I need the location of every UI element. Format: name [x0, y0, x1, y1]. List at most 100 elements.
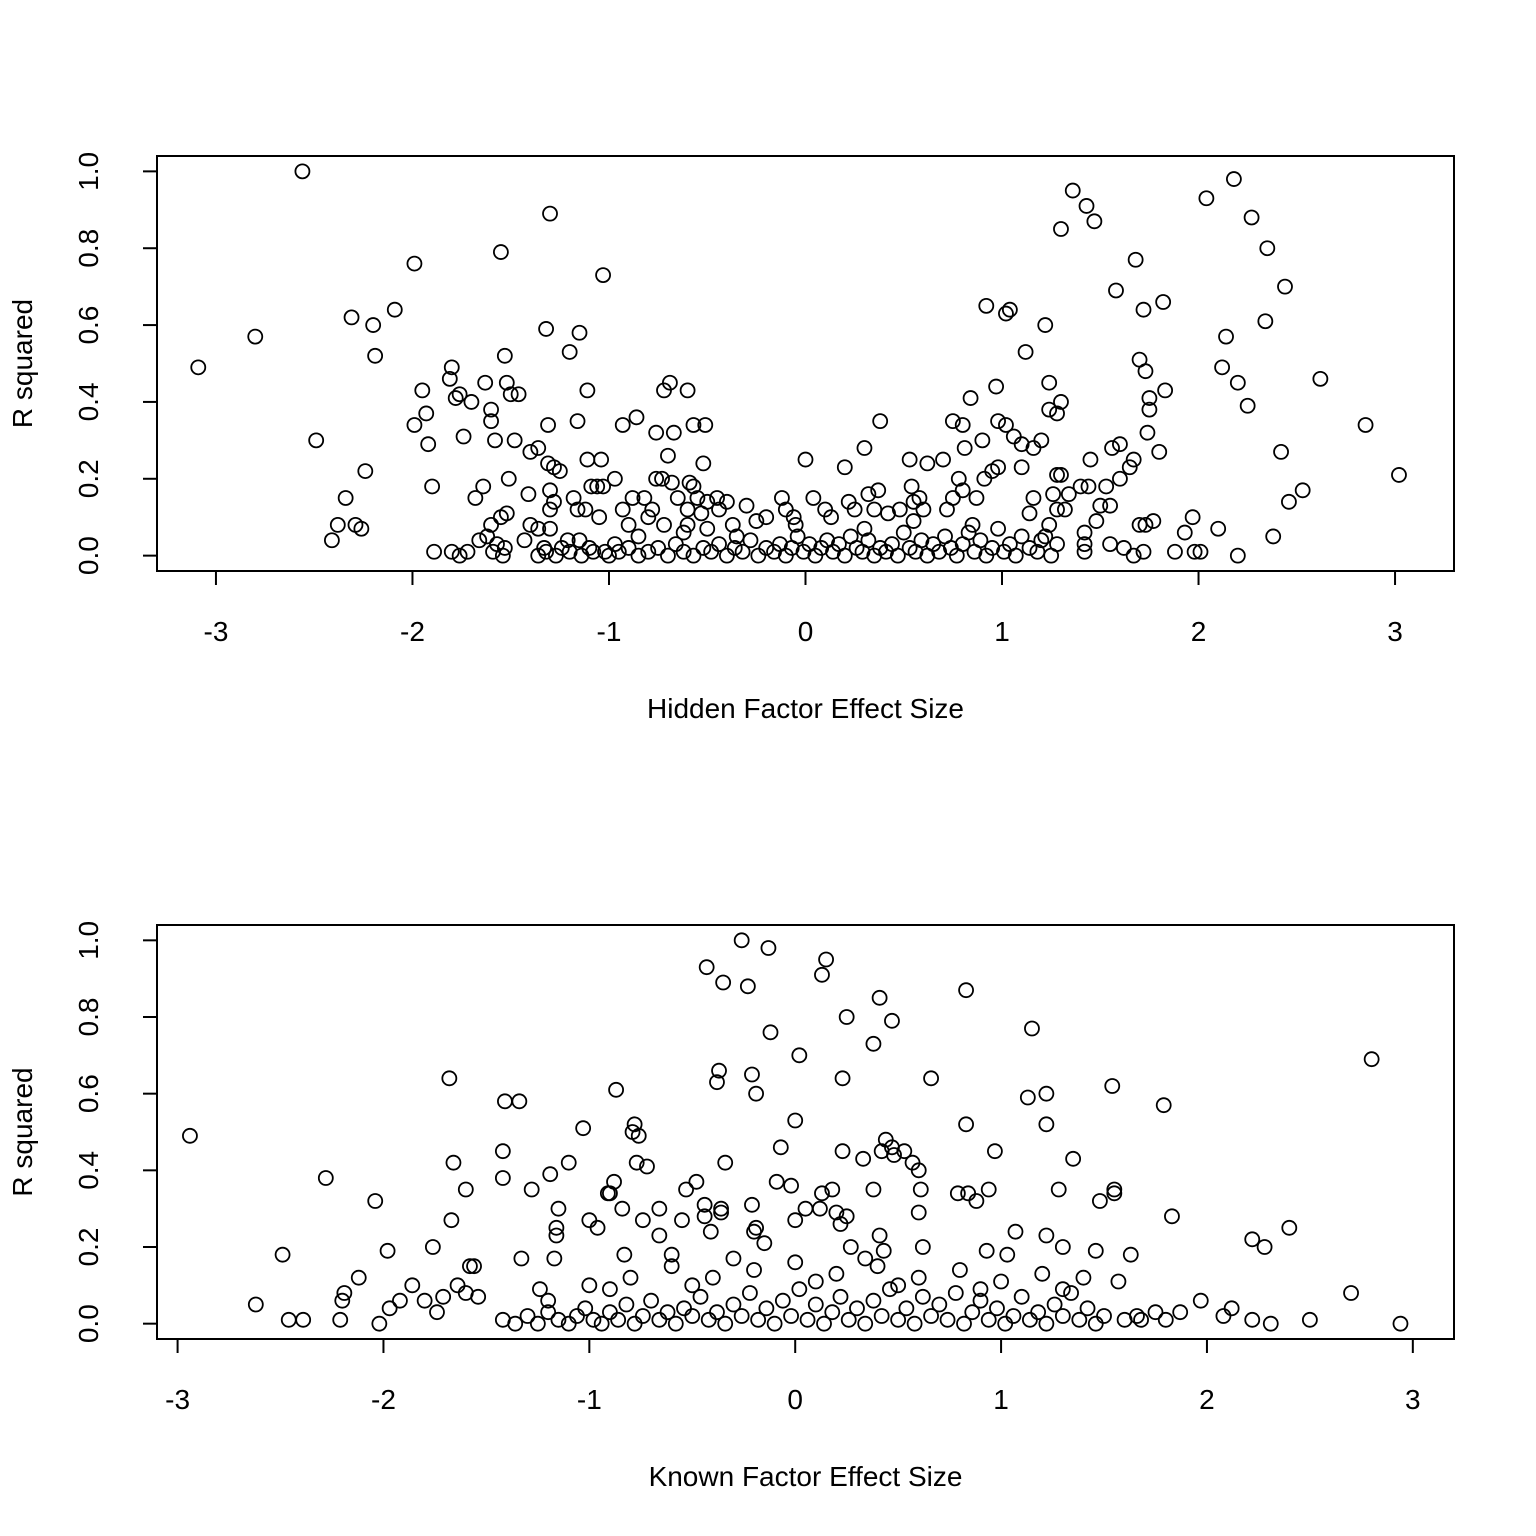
data-point — [1256, 1239, 1273, 1255]
data-point — [1229, 547, 1246, 564]
data-point — [693, 505, 710, 522]
y-tick-label: 1.0 — [73, 921, 104, 960]
data-point — [583, 478, 600, 495]
data-point — [838, 1009, 855, 1025]
data-point — [522, 516, 539, 533]
data-point — [746, 1223, 762, 1240]
data-point — [1115, 540, 1132, 556]
data-point — [1021, 505, 1038, 522]
data-point — [455, 428, 472, 445]
data-point — [1184, 509, 1201, 526]
data-point — [624, 490, 641, 506]
data-point — [1086, 213, 1103, 230]
data-point — [274, 1246, 291, 1263]
data-point — [1186, 543, 1203, 560]
data-point — [990, 459, 1006, 476]
data-point — [317, 1170, 334, 1186]
data-point — [418, 405, 435, 422]
data-point — [699, 520, 716, 537]
data-point — [538, 543, 554, 560]
data-point — [1391, 467, 1407, 483]
data-point — [787, 516, 804, 533]
data-point — [824, 1181, 841, 1198]
data-point — [630, 547, 647, 564]
data-point — [746, 1262, 762, 1278]
data-point — [968, 1193, 985, 1209]
data-point — [618, 1296, 635, 1313]
data-point — [857, 1250, 874, 1267]
data-point — [756, 1235, 773, 1252]
data-point — [651, 1200, 668, 1217]
data-point — [1057, 501, 1073, 518]
data-point — [997, 1315, 1014, 1332]
data-point — [628, 409, 645, 426]
data-point — [507, 1315, 524, 1332]
data-point — [1038, 1315, 1055, 1332]
data-point — [1034, 1265, 1051, 1282]
data-point — [1041, 516, 1058, 533]
data-point — [1054, 1239, 1071, 1255]
data-point — [483, 413, 499, 430]
data-point — [1125, 547, 1142, 564]
x-tick-label: 2 — [1191, 616, 1207, 647]
data-point — [636, 490, 653, 506]
data-point — [978, 297, 995, 314]
data-point — [807, 1273, 824, 1290]
x-tick-label: 0 — [787, 1384, 803, 1415]
data-point — [726, 540, 743, 556]
data-point — [634, 1212, 651, 1229]
data-point — [849, 1300, 865, 1317]
data-point — [739, 978, 756, 995]
data-point — [651, 1311, 668, 1328]
data-point — [1147, 1304, 1164, 1321]
data-point — [1312, 370, 1329, 387]
data-point — [608, 1081, 624, 1098]
x-axis-label: Known Factor Effect Size — [649, 1461, 963, 1492]
data-point — [532, 1281, 548, 1298]
data-point — [895, 524, 912, 541]
data-point — [816, 1315, 832, 1332]
data-point — [960, 1185, 977, 1202]
data-point — [1063, 1285, 1079, 1301]
data-point — [530, 520, 547, 537]
data-point — [700, 1311, 717, 1328]
data-point — [447, 390, 464, 406]
data-point — [962, 390, 979, 406]
data-point — [1076, 524, 1093, 541]
data-point — [718, 547, 735, 564]
data-point — [1078, 198, 1095, 214]
bottom-scatter-plot: -3 -2 -1 0 1 2 3 Known Factor Effect Size 0.0 0.2… — [7, 921, 1455, 1492]
data-point — [1053, 221, 1069, 237]
data-point — [886, 1147, 902, 1163]
data-point — [494, 1170, 511, 1186]
data-point — [634, 1308, 651, 1324]
data-point — [958, 1116, 974, 1133]
data-point — [520, 486, 537, 503]
data-point — [451, 547, 468, 564]
data-point — [1108, 282, 1124, 299]
data-point — [614, 1200, 631, 1217]
data-point — [540, 417, 556, 433]
data-point — [449, 1277, 466, 1294]
data-point — [980, 1311, 997, 1328]
data-point — [1137, 363, 1154, 380]
data-point — [1226, 171, 1242, 187]
data-point — [379, 1242, 396, 1259]
data-point — [350, 1269, 367, 1286]
data-point — [989, 1300, 1005, 1317]
y-tick-label: 0.4 — [73, 382, 104, 421]
data-point — [663, 1246, 680, 1263]
data-point — [595, 267, 611, 284]
data-point — [546, 493, 562, 510]
data-point — [1106, 1185, 1123, 1202]
data-point — [915, 501, 932, 518]
data-point — [343, 309, 360, 326]
y-tick-label: 1.0 — [73, 152, 104, 191]
data-point — [685, 478, 702, 495]
data-point — [1229, 374, 1246, 391]
data-point — [660, 447, 676, 464]
data-point — [1049, 536, 1065, 553]
data-point — [467, 490, 484, 506]
data-point — [1104, 440, 1120, 456]
data-point — [717, 1315, 734, 1332]
